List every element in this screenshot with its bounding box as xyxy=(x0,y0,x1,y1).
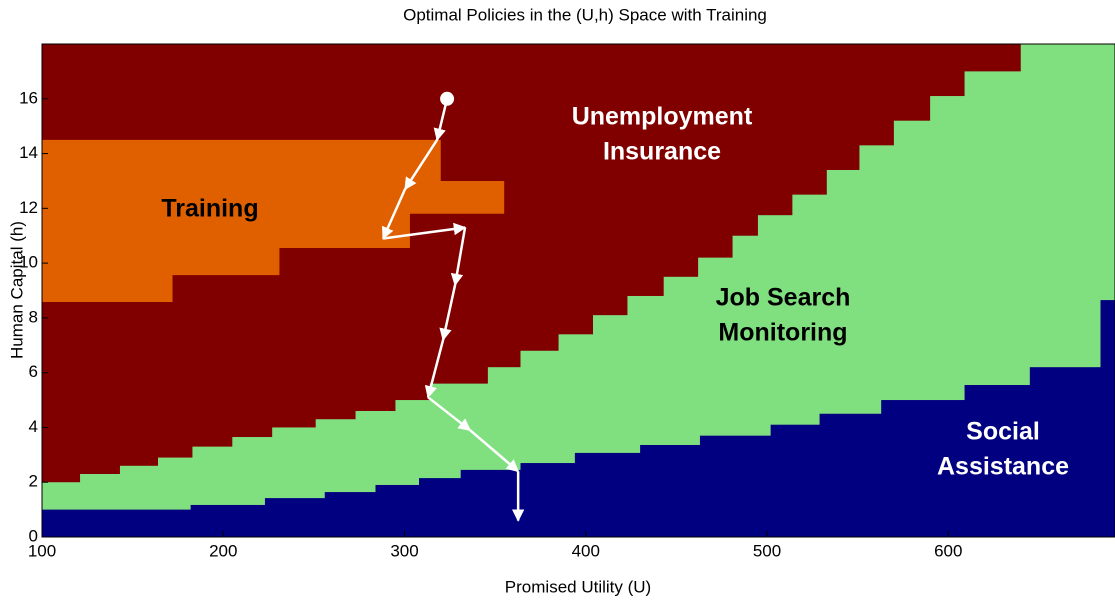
path-arrow xyxy=(427,396,472,432)
x-tick-label: 400 xyxy=(572,541,600,560)
path-arrow xyxy=(433,98,449,142)
x-tick-label: 500 xyxy=(753,541,781,560)
region-step xyxy=(460,469,521,537)
path-arrow xyxy=(382,222,467,240)
region-label: Unemployment xyxy=(572,103,753,131)
x-tick-label: 300 xyxy=(390,541,418,560)
region-label: Assistance xyxy=(937,453,1069,481)
region-step xyxy=(819,413,882,537)
region-label: Insurance xyxy=(603,138,721,166)
region-step xyxy=(520,463,576,537)
region-step xyxy=(190,504,266,537)
training-region xyxy=(42,139,505,303)
x-tick-label: 600 xyxy=(934,541,962,560)
x-tick-label: 200 xyxy=(209,541,237,560)
region-step xyxy=(264,498,326,537)
y-tick-label: 2 xyxy=(29,472,38,491)
path-arrow xyxy=(469,429,520,473)
region-step xyxy=(964,384,1031,537)
region-label: Job Search xyxy=(716,284,851,312)
x-axis-label: Promised Utility (U) xyxy=(505,577,651,596)
region-step xyxy=(419,478,462,537)
region-label: Social xyxy=(966,418,1040,446)
region-step xyxy=(42,509,192,537)
y-tick-label: 10 xyxy=(19,253,38,272)
path-arrow xyxy=(424,339,445,399)
x-tick-label: 100 xyxy=(28,541,56,560)
region-step xyxy=(1029,367,1101,537)
y-tick-label: 4 xyxy=(29,417,38,436)
path-arrow xyxy=(381,188,407,240)
y-tick-label: 16 xyxy=(19,88,38,107)
y-tick-label: 14 xyxy=(19,143,38,162)
region-step xyxy=(699,435,772,537)
region-step xyxy=(375,484,420,537)
region-step xyxy=(770,424,821,537)
y-tick-label: 6 xyxy=(29,362,38,381)
y-tick-label: 8 xyxy=(29,307,38,326)
plot-frame xyxy=(41,43,1115,538)
region-label: Monitoring xyxy=(718,319,847,347)
path-arrow xyxy=(439,284,457,342)
y-tick-label: 0 xyxy=(29,526,38,545)
y-tick-label: 12 xyxy=(19,198,38,217)
region-step xyxy=(574,452,641,537)
y-axis-label: Human Capital (h) xyxy=(7,221,26,359)
region-step xyxy=(640,444,701,537)
region-step xyxy=(1100,300,1115,537)
region-label: Training xyxy=(161,195,258,223)
path-arrow xyxy=(450,227,467,287)
chart-title: Optimal Policies in the (U,h) Space with… xyxy=(403,5,767,24)
region-step xyxy=(324,492,376,537)
region-step xyxy=(881,400,966,537)
path-arrow xyxy=(403,139,439,191)
